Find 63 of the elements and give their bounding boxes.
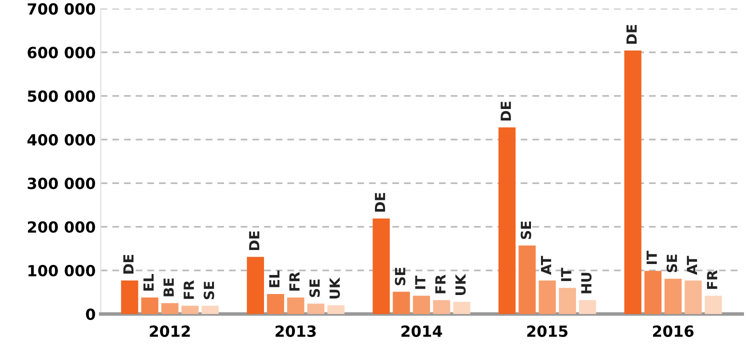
x-tick-label: 2016: [653, 325, 694, 337]
x-tick-label: 2012: [150, 325, 190, 337]
bar: [267, 294, 284, 314]
data-label: SE: [204, 282, 214, 300]
data-label: AT: [540, 256, 552, 275]
bar: [433, 300, 450, 314]
y-tick-label: 600 000: [28, 46, 96, 58]
bar: [412, 296, 430, 314]
bar: [327, 305, 345, 314]
y-tick-label: 300 000: [28, 178, 96, 190]
bar: [624, 50, 642, 314]
y-tick-label: 100 000: [28, 264, 96, 276]
data-label: FR: [707, 270, 718, 289]
bar: [121, 280, 138, 314]
data-label: IT: [561, 268, 572, 282]
data-label: HU: [581, 272, 592, 294]
bar: [684, 280, 702, 314]
data-label: FR: [435, 274, 446, 294]
y-tick-label: 400 000: [27, 134, 96, 146]
bar: [578, 300, 596, 314]
bar: [518, 246, 536, 314]
data-label: SE: [520, 222, 532, 239]
bar: [372, 218, 390, 314]
y-tick-label: 200 000: [28, 221, 96, 233]
data-label: DE: [249, 231, 260, 250]
data-label: DE: [123, 254, 134, 274]
data-label: IT: [415, 276, 426, 289]
y-tick-label: 500 000: [28, 90, 96, 102]
data-label: EL: [143, 274, 154, 291]
data-label: UK: [455, 274, 466, 295]
bar: [538, 280, 556, 314]
data-label: FR: [184, 280, 194, 299]
data-label: EL: [269, 270, 280, 288]
data-label: UK: [330, 277, 340, 298]
bar: [664, 278, 682, 314]
data-label: DE: [374, 192, 386, 212]
data-label: SE: [394, 268, 406, 286]
bar: [453, 302, 470, 314]
bar: [181, 306, 199, 314]
data-label: SE: [666, 254, 678, 272]
bar: [558, 288, 576, 314]
data-label: DE: [500, 102, 511, 120]
x-tick-label: 2014: [401, 325, 442, 337]
bar: [246, 256, 264, 314]
bar: [202, 306, 219, 314]
bar: [392, 292, 410, 314]
data-label: FR: [289, 272, 300, 291]
data-label: SE: [309, 280, 320, 298]
y-tick-label: 700 000: [28, 3, 96, 15]
bar: [287, 297, 304, 314]
data-label: IT: [646, 250, 657, 264]
bar: [141, 297, 158, 314]
y-tick-label: 0: [86, 308, 96, 320]
bar: [161, 303, 178, 314]
data-label: BE: [164, 278, 174, 296]
data-label: DE: [626, 25, 637, 44]
bar: [644, 270, 662, 314]
x-tick-label: 2015: [527, 325, 568, 337]
bar: [498, 127, 516, 314]
data-label: AT: [686, 256, 698, 275]
bar: [704, 296, 722, 314]
x-tick-label: 2013: [276, 325, 316, 337]
bar: [307, 304, 324, 314]
